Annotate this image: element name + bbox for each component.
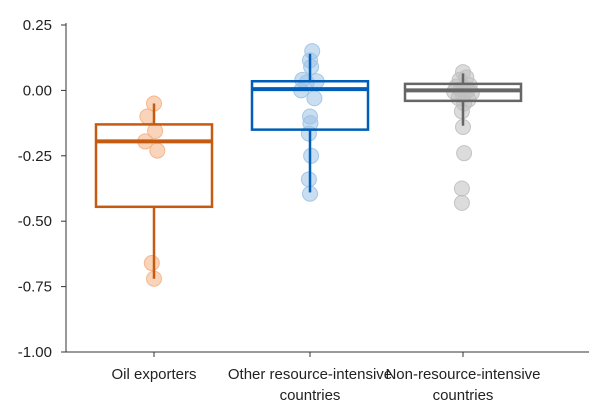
data-point: [456, 145, 473, 162]
data-point: [139, 108, 156, 125]
x-tick-label-line: Non-resource-intensive: [385, 366, 540, 383]
data-point: [306, 90, 323, 107]
plot-area: [94, 43, 523, 287]
y-tick-label: -0.75: [18, 279, 52, 296]
data-point: [453, 180, 470, 197]
data-point: [453, 194, 470, 211]
box: [94, 123, 214, 209]
box: [250, 79, 370, 131]
box-series: [250, 43, 370, 202]
y-tick-label: 0.25: [23, 17, 52, 34]
box-series: [403, 64, 523, 211]
data-point: [149, 142, 166, 159]
x-tick-label-line: Oil exporters: [111, 366, 196, 383]
x-tick-label: Non-resource-intensive countries: [385, 366, 540, 404]
x-tick-label-line: Other resource-intensive: [228, 366, 392, 383]
x-tick-label: Other resource-intensive countries: [228, 366, 392, 404]
y-tick-label: -0.25: [18, 148, 52, 165]
x-tick-label-line: countries: [433, 387, 494, 404]
box-series: [94, 95, 214, 287]
y-tick-label: 0.00: [23, 82, 52, 99]
x-tick-label: Oil exporters: [111, 366, 196, 383]
data-point: [143, 255, 160, 272]
axes: 0.25 0.00 -0.25 -0.50 -0.75 -1.00 Oil exporter…: [18, 17, 589, 404]
y-tick-label: -0.50: [18, 213, 52, 230]
y-tick-label: -1.00: [18, 344, 52, 361]
x-tick-label-line: countries: [280, 387, 341, 404]
